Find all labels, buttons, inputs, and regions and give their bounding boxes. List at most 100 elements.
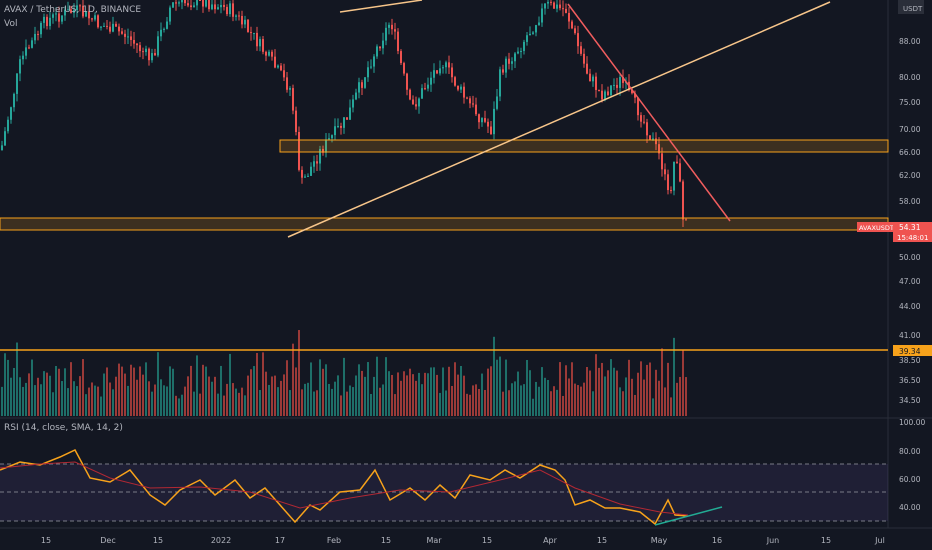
- volume-bar: [16, 342, 18, 416]
- candle-body: [259, 38, 261, 47]
- candle-body: [199, 0, 201, 1]
- volume-bar: [157, 352, 159, 416]
- volume-bar: [466, 393, 468, 416]
- candle-body: [406, 73, 408, 90]
- candle-body: [520, 50, 522, 52]
- candle-body: [472, 103, 474, 105]
- volume-bar: [361, 370, 363, 416]
- candle-body: [334, 126, 336, 136]
- candle-body: [397, 31, 399, 52]
- candle-body: [190, 5, 192, 8]
- volume-bar: [28, 373, 30, 416]
- volume-bar: [547, 379, 549, 416]
- volume-bar: [97, 386, 99, 416]
- candle-body: [391, 24, 393, 30]
- candle-body: [367, 67, 369, 78]
- candle-body: [643, 121, 645, 123]
- candle-body: [574, 28, 576, 34]
- volume-bar: [292, 343, 294, 416]
- candle-body: [217, 7, 219, 10]
- candle-body: [112, 23, 114, 32]
- candle-body: [115, 23, 117, 27]
- volume-bar: [43, 371, 45, 416]
- volume-bar: [25, 382, 27, 416]
- candle-body: [346, 117, 348, 120]
- volume-bar: [433, 367, 435, 416]
- volume-bar: [535, 381, 537, 416]
- candle-body: [220, 4, 222, 8]
- volume-bar: [319, 359, 321, 416]
- volume-bar: [604, 376, 606, 416]
- volume-bar: [412, 374, 414, 416]
- candle-body: [514, 53, 516, 62]
- candle-body: [238, 15, 240, 17]
- candle-body: [82, 5, 84, 17]
- candle-body: [523, 41, 525, 51]
- candle-body: [604, 91, 606, 100]
- volume-bar: [148, 381, 150, 416]
- volume-bar: [379, 387, 381, 416]
- candle-body: [631, 89, 633, 94]
- candle-body: [388, 24, 390, 28]
- current-price-value: 54.31: [899, 223, 921, 232]
- volume-bar: [682, 350, 684, 416]
- volume-bar: [115, 376, 117, 416]
- candle-body: [439, 68, 441, 74]
- currency-badge: [898, 0, 924, 14]
- candle-body: [487, 121, 489, 127]
- candle-body: [322, 148, 324, 153]
- volume-bar: [472, 385, 474, 416]
- volume-bar: [556, 389, 558, 416]
- candle-body: [316, 161, 318, 164]
- volume-bar: [382, 384, 384, 416]
- candle-body: [340, 125, 342, 128]
- price-tick-label: 34.50: [899, 396, 921, 405]
- volume-bar: [106, 367, 108, 416]
- volume-bar: [502, 391, 504, 416]
- volume-bar: [241, 387, 243, 416]
- candle-body: [610, 85, 612, 96]
- volume-bar: [76, 386, 78, 416]
- candle-body: [286, 77, 288, 90]
- volume-bar: [193, 391, 195, 416]
- candle-body: [124, 33, 126, 37]
- candle-body: [289, 88, 291, 90]
- candle-body: [664, 169, 666, 175]
- candle-body: [274, 56, 276, 68]
- candle-body: [565, 8, 567, 13]
- candle-body: [58, 13, 60, 22]
- volume-label: Vol: [4, 19, 18, 29]
- rsi-tick-label: 100.00: [899, 418, 925, 427]
- candle-body: [433, 70, 435, 78]
- candle-body: [634, 93, 636, 98]
- candle-body: [40, 22, 42, 35]
- volume-bar: [496, 359, 498, 416]
- volume-bar: [445, 390, 447, 416]
- volume-bar: [247, 375, 249, 416]
- volume-bar: [622, 391, 624, 416]
- volume-bar: [58, 368, 60, 416]
- candle-body: [52, 14, 54, 18]
- volume-bar: [331, 388, 333, 416]
- price-tick-label: 44.00: [899, 302, 921, 311]
- candle-body: [364, 77, 366, 88]
- candle-body: [166, 21, 168, 29]
- candle-body: [349, 107, 351, 120]
- volume-bar: [19, 377, 21, 416]
- candle-body: [373, 56, 375, 67]
- price-tick-label: 75.00: [899, 98, 921, 107]
- candle-body: [49, 17, 51, 27]
- candle-body: [409, 89, 411, 100]
- time-axis-label: 15: [153, 536, 163, 545]
- volume-bar: [232, 383, 234, 416]
- volume-bar: [46, 372, 48, 416]
- volume-bar: [475, 384, 477, 416]
- candle-body: [76, 5, 78, 11]
- candle-body: [538, 22, 540, 26]
- candle-body: [553, 2, 555, 9]
- volume-bar: [424, 372, 426, 416]
- candle-body: [673, 161, 675, 191]
- candle-body: [43, 16, 45, 23]
- candle-body: [592, 76, 594, 82]
